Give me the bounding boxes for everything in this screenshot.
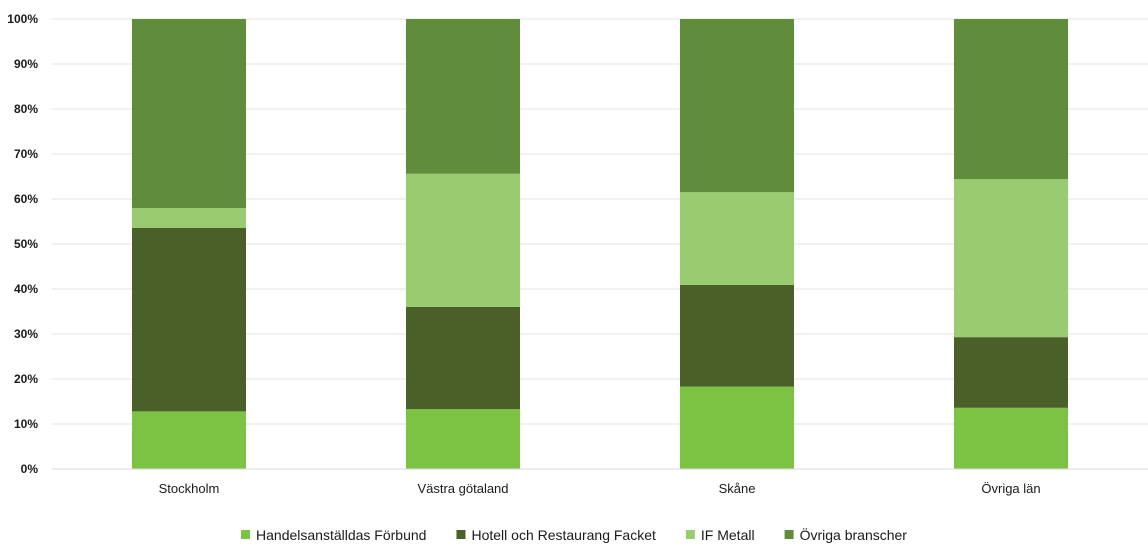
bar-segment bbox=[132, 227, 246, 412]
y-tick-label: 90% bbox=[14, 57, 38, 71]
x-tick-label: Västra götaland bbox=[417, 481, 508, 496]
y-tick-label: 60% bbox=[14, 192, 38, 206]
x-tick-label: Skåne bbox=[719, 481, 756, 496]
bar-segment bbox=[680, 284, 794, 387]
legend-label: IF Metall bbox=[701, 527, 755, 543]
bar-segment bbox=[954, 19, 1068, 180]
y-tick-label: 30% bbox=[14, 327, 38, 341]
legend-label: Övriga branscher bbox=[800, 526, 908, 543]
x-tick-label: Övriga län bbox=[981, 481, 1040, 496]
bar-segment bbox=[406, 19, 520, 174]
legend-swatch bbox=[456, 530, 466, 539]
legend-item: IF Metall bbox=[685, 527, 755, 543]
bar-segment bbox=[132, 411, 246, 469]
legend-label: Hotell och Restaurang Facket bbox=[471, 527, 656, 543]
bar-segment bbox=[406, 409, 520, 469]
bar-segment bbox=[954, 337, 1068, 408]
y-tick-label: 50% bbox=[14, 237, 38, 251]
bar-segment bbox=[680, 19, 794, 193]
legend-item: Handelsanställdas Förbund bbox=[241, 527, 426, 543]
bars bbox=[132, 19, 1068, 469]
y-tick-label: 40% bbox=[14, 282, 38, 296]
y-tick-label: 20% bbox=[14, 372, 38, 386]
legend-item: Hotell och Restaurang Facket bbox=[456, 527, 656, 543]
bar-segment bbox=[954, 407, 1068, 469]
y-axis-ticks: 0% 10% 20% 30% 40% 50% 60% 70% 80% 90% 100% bbox=[7, 12, 38, 476]
legend-swatch bbox=[784, 530, 794, 539]
y-tick-label: 10% bbox=[14, 417, 38, 431]
legend: Handelsanställdas Förbund Hotell och Rest… bbox=[241, 526, 907, 543]
bar-segment bbox=[680, 386, 794, 469]
bar-segment bbox=[680, 192, 794, 285]
bar-segment bbox=[954, 179, 1068, 338]
legend-swatch bbox=[241, 530, 251, 539]
y-tick-label: 0% bbox=[21, 462, 39, 476]
bar-segment bbox=[132, 19, 246, 208]
bar-segment bbox=[406, 173, 520, 307]
x-tick-label: Stockholm bbox=[159, 481, 220, 496]
legend-item: Övriga branscher bbox=[784, 526, 908, 543]
y-tick-label: 70% bbox=[14, 147, 38, 161]
bar-segment bbox=[406, 307, 520, 410]
x-axis-ticks: Stockholm Västra götaland Skåne Övriga län bbox=[159, 481, 1041, 496]
legend-label: Handelsanställdas Förbund bbox=[256, 527, 426, 543]
bar-segment bbox=[132, 208, 246, 228]
y-tick-label: 100% bbox=[7, 12, 38, 26]
legend-swatch bbox=[685, 530, 695, 539]
y-tick-label: 80% bbox=[14, 102, 38, 116]
